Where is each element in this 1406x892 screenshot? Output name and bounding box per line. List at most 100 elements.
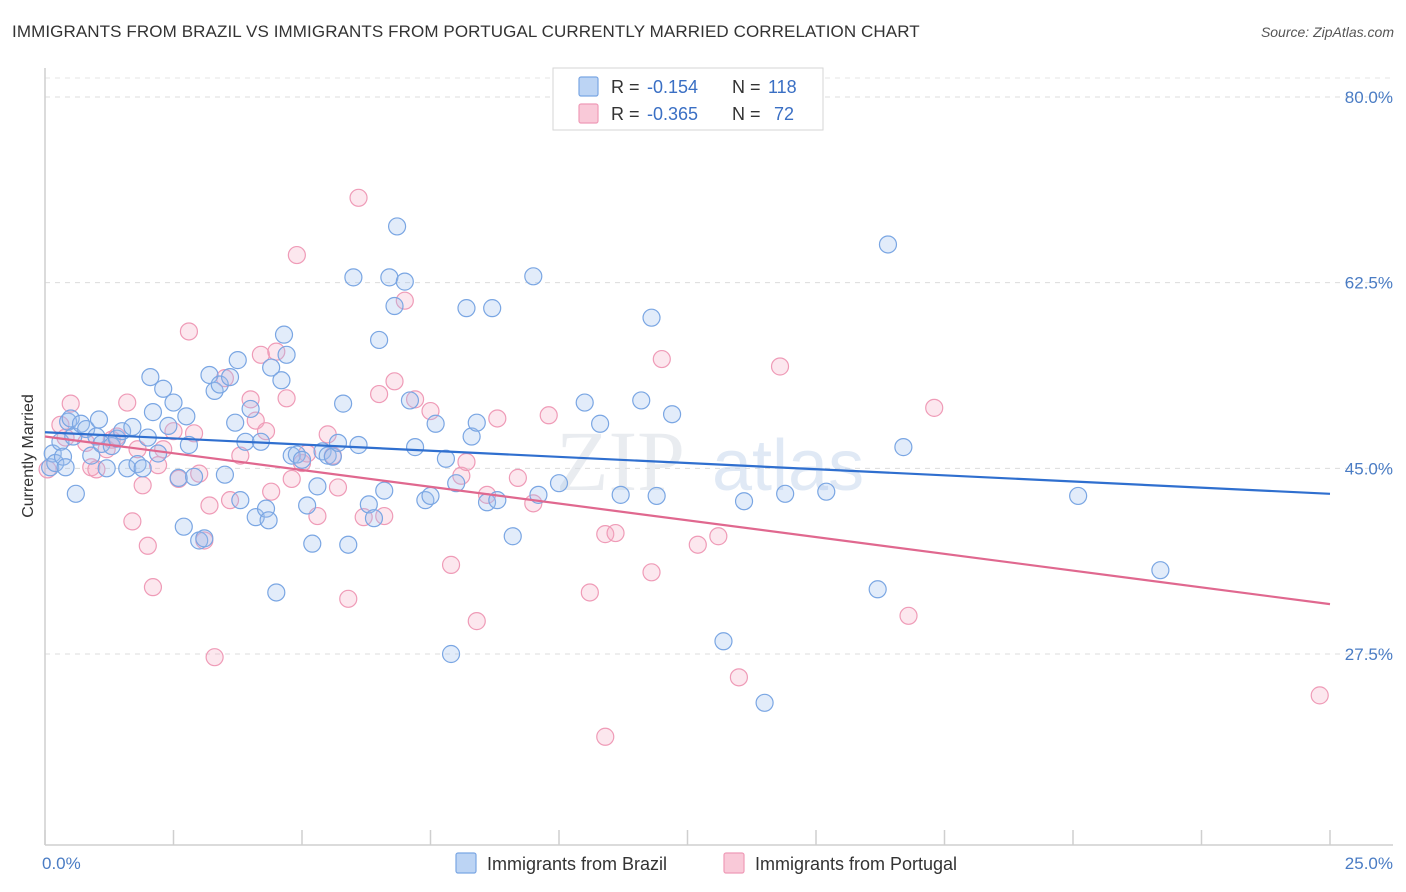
brazil-point-40	[210, 375, 229, 394]
portugal-point-55	[457, 452, 476, 472]
brazil-point-66	[328, 433, 348, 452]
brazil-point-79	[400, 391, 420, 410]
brazil-point-44	[228, 351, 247, 370]
portugal-point-32	[256, 422, 276, 441]
brazil-point-112	[1069, 486, 1088, 506]
legend-r-label-portugal: R =	[611, 104, 640, 124]
chart-title: IMMIGRANTS FROM BRAZIL VS IMMIGRANTS FRO…	[12, 22, 920, 41]
bottom-legend-swatch-portugal	[723, 852, 745, 874]
brazil-point-61	[303, 534, 322, 553]
brazil-point-85	[441, 644, 461, 664]
brazil-point-89	[467, 413, 486, 432]
portugal-point-24	[200, 496, 219, 515]
brazil-point-47	[241, 399, 260, 419]
brazil-point-96	[549, 474, 569, 493]
brazil-point-7	[61, 409, 80, 428]
brazil-point-74	[375, 481, 394, 500]
brazil-trend-line	[44, 431, 1331, 495]
portugal-point-64	[606, 523, 625, 543]
y-tick-label-0: 27.5%	[1345, 645, 1393, 664]
brazil-point-26	[143, 403, 163, 422]
portugal-point-37	[287, 245, 306, 265]
brazil-point-32	[174, 517, 193, 536]
brazil-point-37	[195, 529, 214, 548]
x-tick-label-max: 25.0%	[1345, 854, 1393, 873]
portugal-points	[38, 188, 1329, 746]
brazil-point-29	[159, 416, 178, 435]
brazil-point-102	[647, 486, 666, 506]
brazil-point-109	[868, 580, 887, 599]
portugal-point-21	[184, 424, 204, 443]
portugal-point-18	[164, 422, 183, 441]
brazil-point-93	[503, 527, 522, 546]
brazil-point-78	[395, 272, 414, 291]
brazil-point-20	[118, 459, 137, 478]
brazil-point-41	[215, 465, 234, 484]
brazil-point-71	[359, 495, 378, 514]
trend-lines	[44, 431, 1331, 606]
brazil-point-80	[405, 438, 425, 457]
brazil-point-72	[364, 509, 384, 528]
brazil-point-97	[575, 393, 594, 412]
portugal-point-67	[688, 535, 707, 554]
portugal-point-74	[596, 727, 615, 746]
legend-n-label-portugal: N =	[732, 104, 761, 124]
brazil-point-65	[323, 447, 342, 466]
brazil-point-5	[56, 458, 75, 477]
brazil-point-98	[591, 414, 610, 433]
brazil-point-53	[267, 583, 286, 602]
brazil-point-94	[524, 267, 543, 286]
portugal-point-62	[580, 583, 599, 602]
legend-r-value-portugal: -0.365	[647, 104, 698, 124]
brazil-point-60	[298, 496, 317, 515]
portugal-point-13	[133, 476, 152, 495]
brazil-point-86	[447, 474, 466, 493]
portugal-point-66	[652, 349, 671, 369]
portugal-point-44	[339, 589, 358, 608]
y-tick-label-3: 80.0%	[1345, 88, 1393, 107]
brazil-point-105	[734, 492, 754, 511]
brazil-point-111	[894, 438, 913, 457]
brazil-point-107	[776, 484, 795, 503]
brazil-point-28	[154, 379, 173, 398]
portugal-point-35	[277, 389, 296, 408]
brazil-point-45	[231, 491, 250, 510]
brazil-point-91	[483, 299, 502, 318]
bottom-legend-label-portugal: Immigrants from Portugal	[755, 854, 957, 874]
brazil-point-83	[426, 414, 445, 433]
legend-swatch-portugal	[578, 103, 599, 124]
brazil-point-9	[66, 484, 85, 503]
bottom-legend-swatch-brazil	[455, 852, 477, 874]
brazil-point-4	[53, 447, 73, 466]
legend-n-label-brazil: N =	[732, 77, 761, 97]
portugal-point-22	[190, 464, 209, 483]
brazil-point-33	[177, 407, 196, 426]
portugal-point-61	[539, 406, 558, 425]
portugal-point-11	[123, 512, 142, 531]
portugal-point-36	[282, 469, 301, 489]
brazil-point-30	[164, 393, 183, 412]
brazil-point-70	[349, 435, 368, 455]
brazil-point-50	[256, 499, 276, 518]
portugal-point-58	[488, 409, 507, 428]
portugal-point-68	[709, 527, 728, 546]
y-tick-label-2: 62.5%	[1345, 274, 1393, 293]
portugal-point-10	[118, 393, 137, 412]
portugal-point-28	[231, 446, 250, 465]
portugal-point-59	[508, 468, 527, 487]
brazil-point-42	[220, 367, 240, 387]
brazil-point-54	[272, 371, 291, 390]
portugal-point-65	[642, 563, 661, 582]
brazil-point-56	[277, 345, 296, 364]
brazil-point-84	[436, 449, 456, 468]
brazil-point-27	[148, 444, 168, 463]
brazil-point-75	[380, 268, 399, 287]
brazil-point-108	[817, 482, 836, 501]
brazil-point-67	[334, 394, 353, 413]
brazil-point-99	[611, 485, 630, 504]
brazil-point-14	[89, 410, 109, 429]
portugal-trend-line	[44, 435, 1331, 606]
brazil-point-31	[169, 468, 188, 487]
portugal-point-72	[925, 398, 944, 417]
